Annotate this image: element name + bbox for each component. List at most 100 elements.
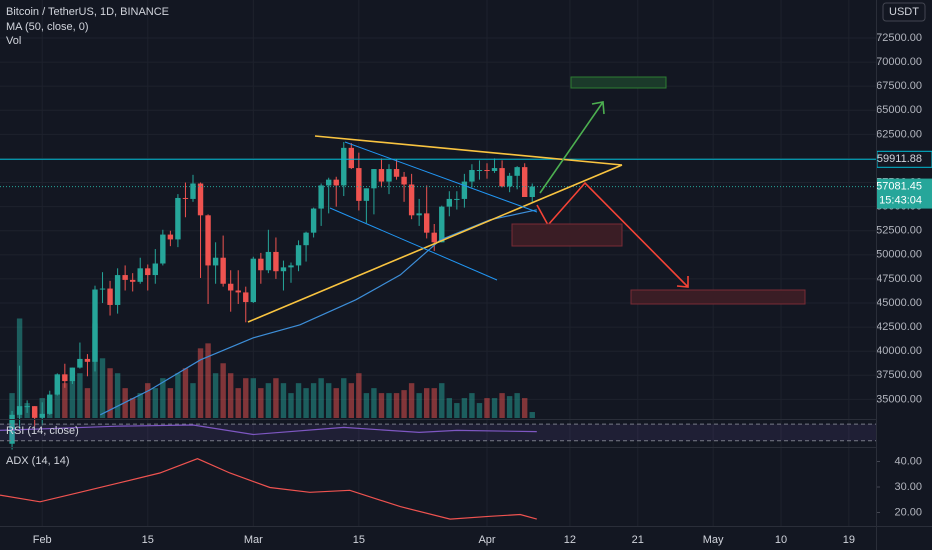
volume-bar (401, 390, 407, 418)
volume-bar (333, 388, 339, 418)
x-tick-label: 19 (843, 534, 855, 546)
x-tick-label: Apr (478, 534, 495, 546)
candle-body (54, 374, 60, 395)
candle-body (197, 183, 204, 216)
x-tick-label: 15 (353, 534, 365, 546)
volume-bar (446, 398, 453, 418)
y-tick-label: 65000.00 (876, 104, 922, 116)
volume-bar (182, 368, 189, 418)
currency[interactable]: USDT (889, 6, 919, 18)
candle-body (401, 176, 407, 185)
candle-body (84, 358, 91, 362)
candle-body (92, 289, 98, 362)
y-tick-label: 62500.00 (876, 128, 922, 140)
candle-body (31, 406, 38, 418)
volume-bar (220, 363, 226, 418)
candle-body (469, 170, 475, 182)
volume-bar (363, 393, 370, 418)
volume-bar (408, 383, 415, 418)
candle-body (333, 179, 339, 186)
candle-body (122, 275, 128, 280)
volume-bar (288, 393, 294, 418)
volume-bar (310, 383, 317, 418)
up-arrow (539, 101, 605, 194)
volume-bar (265, 383, 272, 418)
y-tick-label: 40.00 (894, 455, 922, 467)
target-box (570, 76, 667, 89)
volume-bar (122, 388, 128, 418)
candle-body (393, 169, 400, 177)
candle-body (137, 268, 143, 282)
y-tick-label: 52500.00 (876, 225, 922, 237)
volume-bar (514, 393, 520, 418)
volume-bar (476, 403, 483, 418)
volume-bar (9, 393, 15, 418)
volume-bar (197, 348, 204, 418)
y-tick-label: 37500.00 (876, 369, 922, 381)
vol-legend: Vol (6, 35, 21, 47)
grid (0, 0, 876, 526)
volume-bar (258, 388, 264, 418)
candle-body (310, 208, 317, 233)
volume-bar (167, 388, 174, 418)
candle-body (235, 290, 241, 293)
y-tick-label: 50000.00 (876, 249, 922, 261)
plot-layer (0, 142, 876, 520)
candle-body (521, 167, 528, 198)
candle-body (160, 234, 166, 264)
volume-bar (506, 396, 513, 418)
drawings (247, 76, 806, 323)
volume-bar (107, 368, 113, 418)
volume-bar (205, 343, 211, 418)
ma-line (100, 209, 537, 416)
candle-body (243, 292, 249, 303)
target-box-low (630, 289, 806, 305)
ma-legend: MA (50, close, 0) (6, 21, 89, 33)
candle-body (499, 168, 505, 187)
y-tick-label: 47500.00 (876, 273, 922, 285)
volume-bar (521, 398, 528, 418)
down-arrow (536, 181, 689, 288)
candle-body (182, 197, 189, 199)
volume-bar (348, 383, 355, 418)
volume-bar (273, 378, 279, 418)
candle-body (152, 263, 158, 276)
candle-body (529, 186, 535, 198)
candle-body (506, 175, 513, 187)
volume-bar (341, 378, 347, 418)
candle-body (325, 179, 332, 186)
last-price-label: 57081.45 (876, 180, 922, 192)
candle-body (454, 198, 460, 200)
volume-bar (295, 383, 302, 418)
volume-bar (303, 388, 309, 418)
volume-bar (469, 393, 475, 418)
y-tick-label: 70000.00 (876, 56, 922, 68)
triangle-bottom (247, 164, 623, 323)
volume-bar (431, 388, 437, 418)
volume-bar (175, 373, 181, 418)
candle-body (318, 185, 324, 209)
candle-body (461, 181, 468, 199)
support-box (511, 223, 623, 247)
volume-bar (190, 383, 196, 418)
rsi-band (0, 424, 876, 441)
channel-top (344, 141, 538, 213)
candle-body (386, 169, 392, 182)
x-tick-label: 10 (775, 534, 787, 546)
volume-bar (491, 398, 498, 418)
currency-box[interactable] (882, 2, 926, 22)
y-tick-label: 45000.00 (876, 297, 922, 309)
candle-body (341, 147, 347, 186)
volume-bar (371, 388, 377, 418)
indicator-line (0, 458, 537, 520)
candle-body (363, 188, 370, 201)
candle-body (258, 258, 264, 271)
candle-body (431, 232, 437, 243)
volume-bar (69, 380, 76, 418)
y-tick-label: 42500.00 (876, 321, 922, 333)
volume-bar (356, 373, 362, 418)
candle-body (220, 257, 226, 284)
x-tick-label: Feb (33, 534, 52, 546)
volume-bar (378, 393, 385, 418)
